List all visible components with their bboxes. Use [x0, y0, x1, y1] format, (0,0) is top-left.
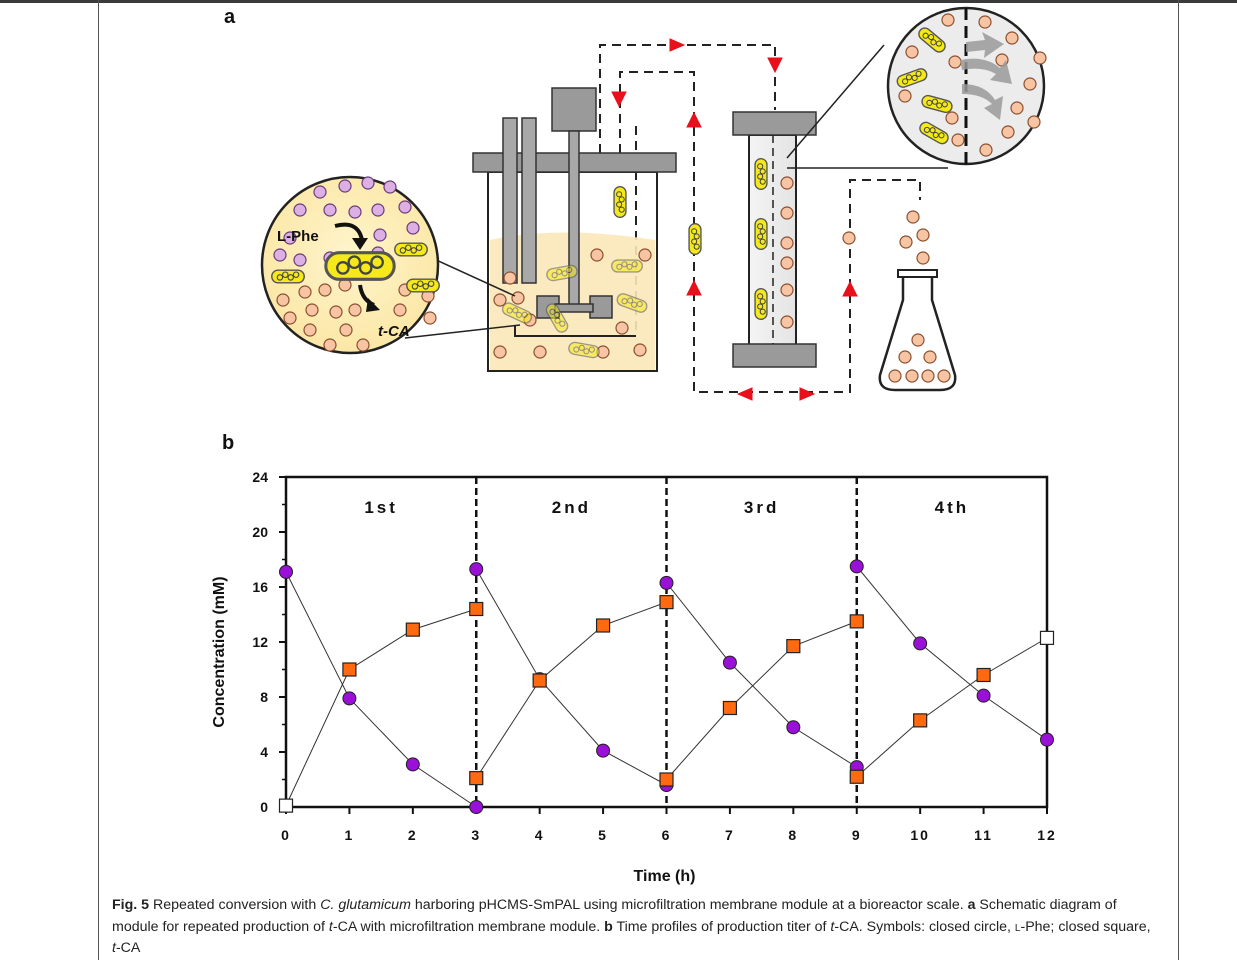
l-phe-point [342, 691, 357, 706]
t-ca-point [342, 662, 357, 677]
t-ca-point [469, 601, 484, 617]
bioreactor-schematic: L-Phe t-CA [260, 6, 1047, 401]
t-ca-point [469, 771, 484, 786]
collection-flask [878, 210, 957, 392]
caption-text-1: Repeated conversion with [153, 897, 321, 913]
caption-text-2: harboring pHCMS-SmPAL using microfiltrat… [410, 897, 968, 913]
frame-right-border [1178, 0, 1179, 960]
l-phe-point [722, 655, 737, 670]
reactor-zoom-circle: L-Phe t-CA [260, 175, 440, 355]
x-tick-label: 9 [852, 827, 862, 843]
caption-tca-2: t [830, 918, 835, 935]
membrane-module [732, 44, 948, 368]
x-tick-label: 1 [345, 827, 355, 843]
caption-text-5: Time profiles of production titer of [612, 918, 831, 935]
l-phe-point [405, 757, 420, 772]
y-tick-label: 12 [252, 634, 268, 650]
l-phe-point [913, 636, 928, 651]
cycle-label: 4th [935, 498, 970, 517]
t-ca-point [913, 713, 928, 728]
series-line [666, 582, 858, 768]
x-tick-label: 5 [598, 827, 608, 843]
x-axis-title: Time (h) [634, 868, 696, 885]
series-line [475, 601, 667, 779]
t-ca-label: t-CA [378, 323, 410, 340]
t-ca-point [786, 639, 801, 654]
t-ca-point [849, 614, 864, 629]
caption-text-7: -Phe; closed square, [1020, 918, 1151, 935]
cycle-label: 3rd [744, 498, 779, 517]
x-tick-label: 6 [662, 827, 672, 843]
series-line [285, 608, 477, 806]
x-tick-label: 7 [725, 827, 735, 843]
t-ca-point [278, 798, 294, 813]
t-ca-point [659, 772, 674, 787]
series-line [285, 571, 477, 808]
caption-organism: C. glutamicum [320, 897, 411, 913]
caption-lphe-l: l [1014, 918, 1021, 935]
cycle-label: 2nd [552, 498, 591, 517]
y-tick-label: 20 [252, 524, 268, 540]
t-ca-point [849, 769, 864, 784]
x-tick-label: 2 [408, 827, 418, 843]
caption-b-label: b [604, 918, 613, 935]
panel-label-a: a [224, 6, 236, 28]
l-phe-point [849, 559, 864, 574]
y-tick-label: 24 [252, 469, 268, 485]
t-ca-point [1039, 630, 1055, 645]
cycle-label: 1st [364, 498, 398, 517]
t-ca-point [595, 618, 611, 633]
x-tick-label: 12 [1037, 827, 1057, 843]
flow-arrows [611, 38, 858, 401]
t-ca-point [659, 595, 674, 610]
y-tick-label: 16 [252, 579, 268, 595]
top-border [0, 0, 1237, 3]
x-tick-label: 10 [910, 827, 930, 843]
series-line [475, 568, 667, 786]
y-axis-title: Concentration (mM) [211, 576, 228, 727]
membrane-zoom-circle [886, 6, 1047, 166]
caption-a-label: a [967, 897, 976, 913]
x-tick-label: 8 [788, 827, 798, 843]
caption-fig-label: Fig. 5 [112, 897, 150, 913]
y-tick-label: 8 [260, 689, 268, 705]
l-phe-point [469, 800, 484, 814]
caption-text-3: Schematic diagram of module for repeated… [112, 897, 1117, 935]
t-ca-point [405, 622, 420, 637]
l-phe-point [786, 720, 801, 735]
y-tick-label: 0 [260, 799, 268, 815]
l-phe-point [279, 564, 293, 579]
series-line [856, 566, 1048, 741]
t-ca-point [722, 700, 738, 716]
series-line [666, 620, 857, 780]
t-ca-point [532, 673, 547, 688]
l-phe-point [469, 562, 484, 577]
x-tick-label: 0 [281, 827, 291, 843]
panel-label-b: b [222, 432, 235, 454]
caption-text-8: -CA [115, 940, 141, 956]
t-ca-point [976, 667, 991, 683]
l-phe-label: L-Phe [277, 228, 319, 245]
figure-caption: Fig. 5 Repeated conversion with C. gluta… [112, 895, 1162, 960]
caption-tca-1: t [328, 918, 333, 935]
y-tick-label: 4 [260, 744, 268, 760]
frame-left-border [98, 0, 99, 960]
series-line [856, 637, 1048, 778]
vessel-particles [493, 185, 702, 360]
bioreactor-vessel [472, 87, 677, 372]
l-phe-point [659, 575, 674, 590]
caption-text-6: -CA. Symbols: closed circle, [834, 918, 1015, 935]
l-phe-point [976, 688, 991, 703]
caption-tca-3: t [112, 940, 116, 956]
l-phe-point [596, 743, 611, 758]
l-phe-point [1040, 732, 1054, 747]
x-tick-label: 11 [974, 827, 993, 843]
x-tick-label: 4 [535, 827, 545, 843]
caption-text-4: -CA with microfiltration membrane module… [332, 918, 605, 935]
x-tick-label: 3 [471, 827, 481, 843]
